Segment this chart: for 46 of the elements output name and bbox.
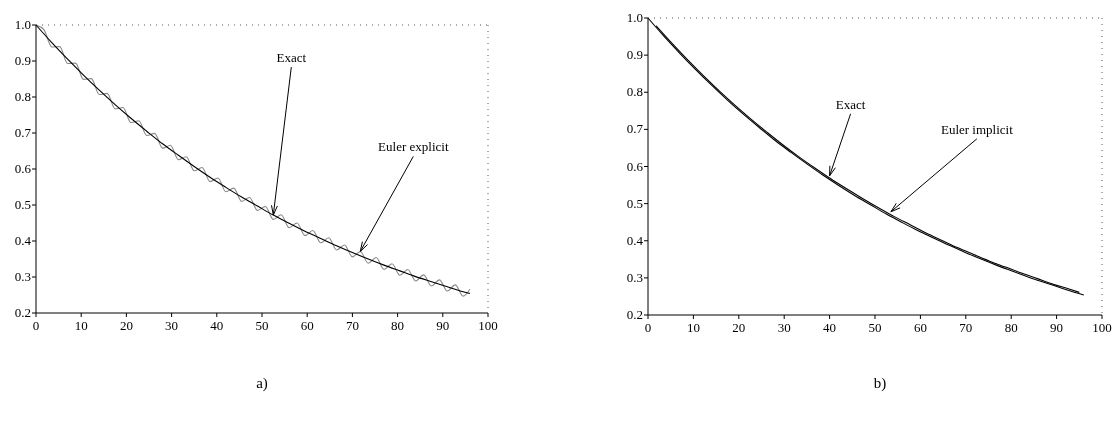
text: a) xyxy=(256,375,268,392)
annotation: Euler implicit xyxy=(940,121,1014,137)
x-tick-label: 60 xyxy=(913,320,927,335)
y-tick-label: 0.2 xyxy=(626,307,643,322)
x-tick-label: 40 xyxy=(210,318,224,333)
y-tick-label: 0.6 xyxy=(14,161,32,176)
y-tick-label: 0.7 xyxy=(626,121,644,137)
x-tick-label: 0 xyxy=(644,320,652,335)
x-tick-label: 90 xyxy=(436,318,450,333)
y-tick-label: 0.7 xyxy=(14,125,32,140)
annotation: Exact xyxy=(835,96,866,112)
y-tick-label: 0.9 xyxy=(14,53,31,68)
text: b) xyxy=(873,375,887,392)
y-tick-label: 1.0 xyxy=(626,10,643,25)
x-tick-label: 0 xyxy=(32,318,40,333)
y-tick-label: 0.6 xyxy=(626,158,644,174)
x-tick-label: 90 xyxy=(1050,320,1064,335)
x-tick-label: 60 xyxy=(300,318,314,333)
x-tick-label: 70 xyxy=(959,320,973,335)
x-tick-label: 10 xyxy=(74,318,88,333)
annotation: Exact xyxy=(276,50,307,66)
x-tick-label: 20 xyxy=(119,318,133,333)
x-tick-label: 30 xyxy=(777,320,791,335)
y-tick-label: 1.0 xyxy=(14,17,31,32)
y-tick-label: 0.4 xyxy=(14,233,32,248)
y-tick-label: 0.9 xyxy=(626,47,643,63)
x-tick-label: 100 xyxy=(1092,320,1112,335)
x-tick-label: 10 xyxy=(686,320,700,335)
y-tick-label: 0.8 xyxy=(14,89,31,104)
y-tick-label: 0.4 xyxy=(626,232,644,248)
x-tick-label: 100 xyxy=(478,318,498,333)
y-tick-label: 0.3 xyxy=(14,269,31,284)
x-tick-label: 30 xyxy=(165,318,179,333)
y-tick-label: 0.5 xyxy=(626,195,643,211)
y-tick-label: 0.3 xyxy=(626,269,643,285)
y-tick-label: 0.8 xyxy=(626,84,643,100)
y-tick-label: 0.5 xyxy=(14,197,31,212)
y-tick-label: 0.2 xyxy=(14,305,31,320)
x-tick-label: 20 xyxy=(732,320,746,335)
annotation: Euler explicit xyxy=(378,139,449,155)
x-tick-label: 70 xyxy=(345,318,359,333)
x-tick-label: 80 xyxy=(391,318,405,333)
x-tick-label: 80 xyxy=(1004,320,1018,335)
x-tick-label: 50 xyxy=(868,320,882,335)
x-tick-label: 40 xyxy=(823,320,837,335)
x-tick-label: 50 xyxy=(255,318,269,333)
